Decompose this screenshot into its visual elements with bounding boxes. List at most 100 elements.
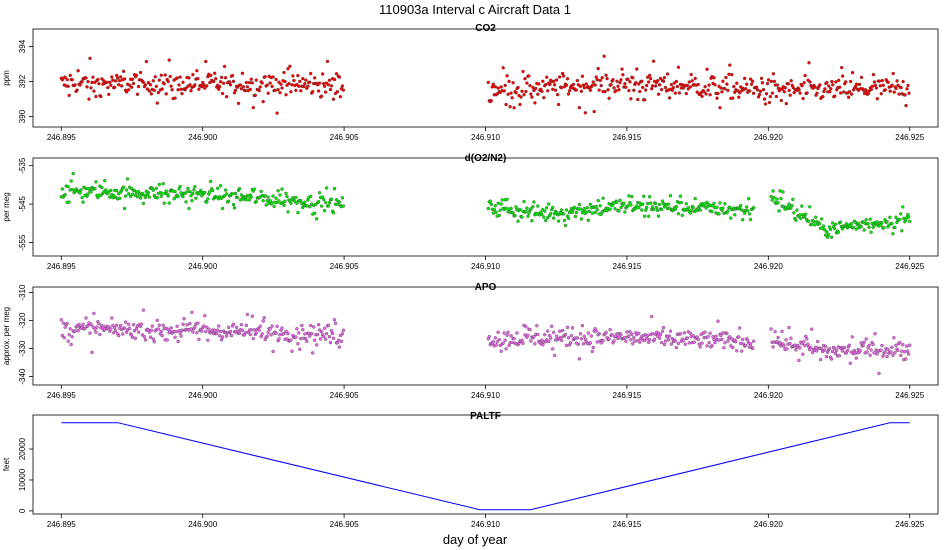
- data-point: [579, 332, 582, 335]
- data-point: [502, 342, 505, 345]
- data-point: [626, 204, 629, 207]
- data-point: [325, 332, 328, 335]
- data-point: [809, 346, 812, 349]
- data-point: [309, 324, 312, 327]
- data-point: [705, 93, 708, 96]
- data-point: [144, 83, 147, 86]
- data-point: [587, 219, 590, 222]
- data-point: [330, 84, 333, 87]
- data-point: [676, 85, 679, 88]
- data-point: [546, 330, 549, 333]
- data-point: [245, 81, 248, 84]
- data-point: [838, 86, 841, 89]
- plot-frame: [33, 415, 938, 514]
- data-point: [167, 80, 170, 83]
- data-point: [506, 74, 509, 77]
- data-point: [324, 338, 327, 341]
- figure-canvas: 110903a Interval c Aircraft Data 1 day o…: [0, 0, 950, 550]
- data-point: [831, 222, 834, 225]
- data-point: [262, 199, 265, 202]
- data-point: [682, 339, 685, 342]
- data-point: [490, 203, 493, 206]
- data-point: [77, 69, 80, 72]
- data-point: [907, 84, 910, 87]
- data-point: [789, 337, 792, 340]
- data-point: [66, 78, 69, 81]
- data-point: [565, 344, 568, 347]
- data-point: [100, 186, 103, 189]
- data-point: [63, 336, 66, 339]
- data-point: [161, 334, 164, 337]
- data-point: [265, 204, 268, 207]
- data-point: [772, 345, 775, 348]
- x-tick-label: 246.910: [471, 520, 500, 529]
- data-point: [188, 207, 191, 210]
- data-point: [570, 334, 573, 337]
- data-point: [212, 80, 215, 83]
- data-point: [719, 334, 722, 337]
- data-point: [565, 209, 568, 212]
- data-point: [679, 195, 682, 198]
- y-tick-label: -330: [18, 340, 27, 357]
- data-point: [880, 349, 883, 352]
- data-point: [551, 347, 554, 350]
- data-point: [157, 91, 160, 94]
- data-point: [301, 328, 304, 331]
- data-point: [716, 206, 719, 209]
- data-point: [537, 83, 540, 86]
- data-point: [906, 350, 909, 353]
- data-point: [799, 217, 802, 220]
- data-point: [732, 85, 735, 88]
- data-point: [883, 226, 886, 229]
- data-point: [900, 350, 903, 353]
- data-point: [245, 198, 248, 201]
- data-point: [291, 74, 294, 77]
- data-point: [709, 332, 712, 335]
- data-point: [90, 191, 93, 194]
- data-point: [213, 72, 216, 75]
- data-point: [342, 89, 345, 92]
- data-point: [679, 332, 682, 335]
- data-point: [865, 337, 868, 340]
- data-point: [170, 326, 173, 329]
- data-point: [525, 82, 528, 85]
- data-point: [90, 86, 93, 89]
- data-point: [237, 102, 240, 105]
- data-point: [647, 215, 650, 218]
- data-point: [277, 88, 280, 91]
- data-point: [797, 359, 800, 362]
- data-point: [697, 83, 700, 86]
- data-point: [874, 332, 877, 335]
- data-point: [878, 372, 881, 375]
- y-axis-label: feet: [2, 457, 11, 471]
- data-point: [567, 93, 570, 96]
- data-point: [267, 92, 270, 95]
- data-point: [285, 93, 288, 96]
- data-point: [325, 187, 328, 190]
- data-point: [636, 98, 639, 101]
- data-point: [67, 185, 70, 188]
- data-point: [824, 345, 827, 348]
- data-point: [311, 351, 314, 354]
- data-point: [283, 71, 286, 74]
- data-point: [652, 208, 655, 211]
- data-point: [587, 332, 590, 335]
- data-point: [548, 83, 551, 86]
- data-point: [258, 329, 261, 332]
- data-point: [512, 211, 515, 214]
- data-point: [113, 86, 116, 89]
- data-point: [295, 202, 298, 205]
- data-point: [287, 332, 290, 335]
- data-point: [681, 214, 684, 217]
- data-point: [621, 68, 624, 71]
- data-point: [618, 209, 621, 212]
- data-point: [240, 194, 243, 197]
- data-point: [258, 89, 261, 92]
- data-point: [807, 220, 810, 223]
- data-point: [838, 354, 841, 357]
- data-point: [330, 198, 333, 201]
- data-point: [744, 344, 747, 347]
- data-point: [225, 95, 228, 98]
- data-point: [814, 216, 817, 219]
- data-point: [890, 346, 893, 349]
